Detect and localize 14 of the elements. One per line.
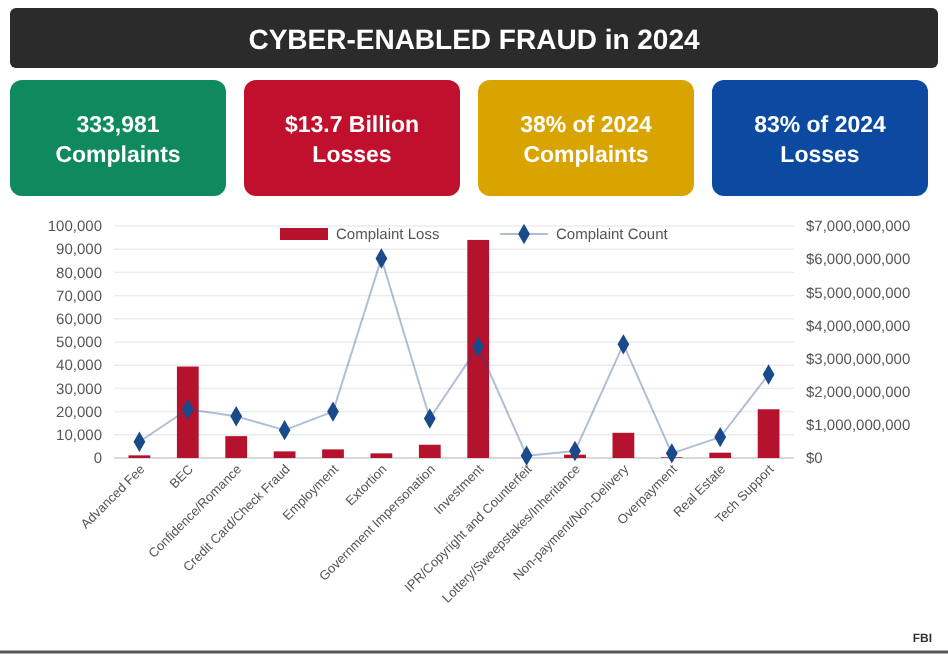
bar bbox=[709, 452, 732, 458]
text: $13.7 Billion Losses bbox=[284, 114, 420, 168]
bar bbox=[176, 366, 199, 458]
bar bbox=[225, 436, 248, 458]
text: 83% of 2024 Losses bbox=[754, 114, 888, 168]
bar bbox=[322, 449, 344, 458]
bar bbox=[612, 432, 635, 458]
text: 38% of 2024 Complaints bbox=[520, 114, 654, 168]
bar bbox=[757, 409, 780, 458]
text: 333,981 Complaints bbox=[55, 114, 181, 168]
bar bbox=[467, 239, 490, 458]
bar bbox=[418, 444, 441, 458]
chart-title: CYBER-ENABLED FRAUD in 2024 bbox=[248, 23, 701, 55]
bar bbox=[273, 451, 296, 458]
